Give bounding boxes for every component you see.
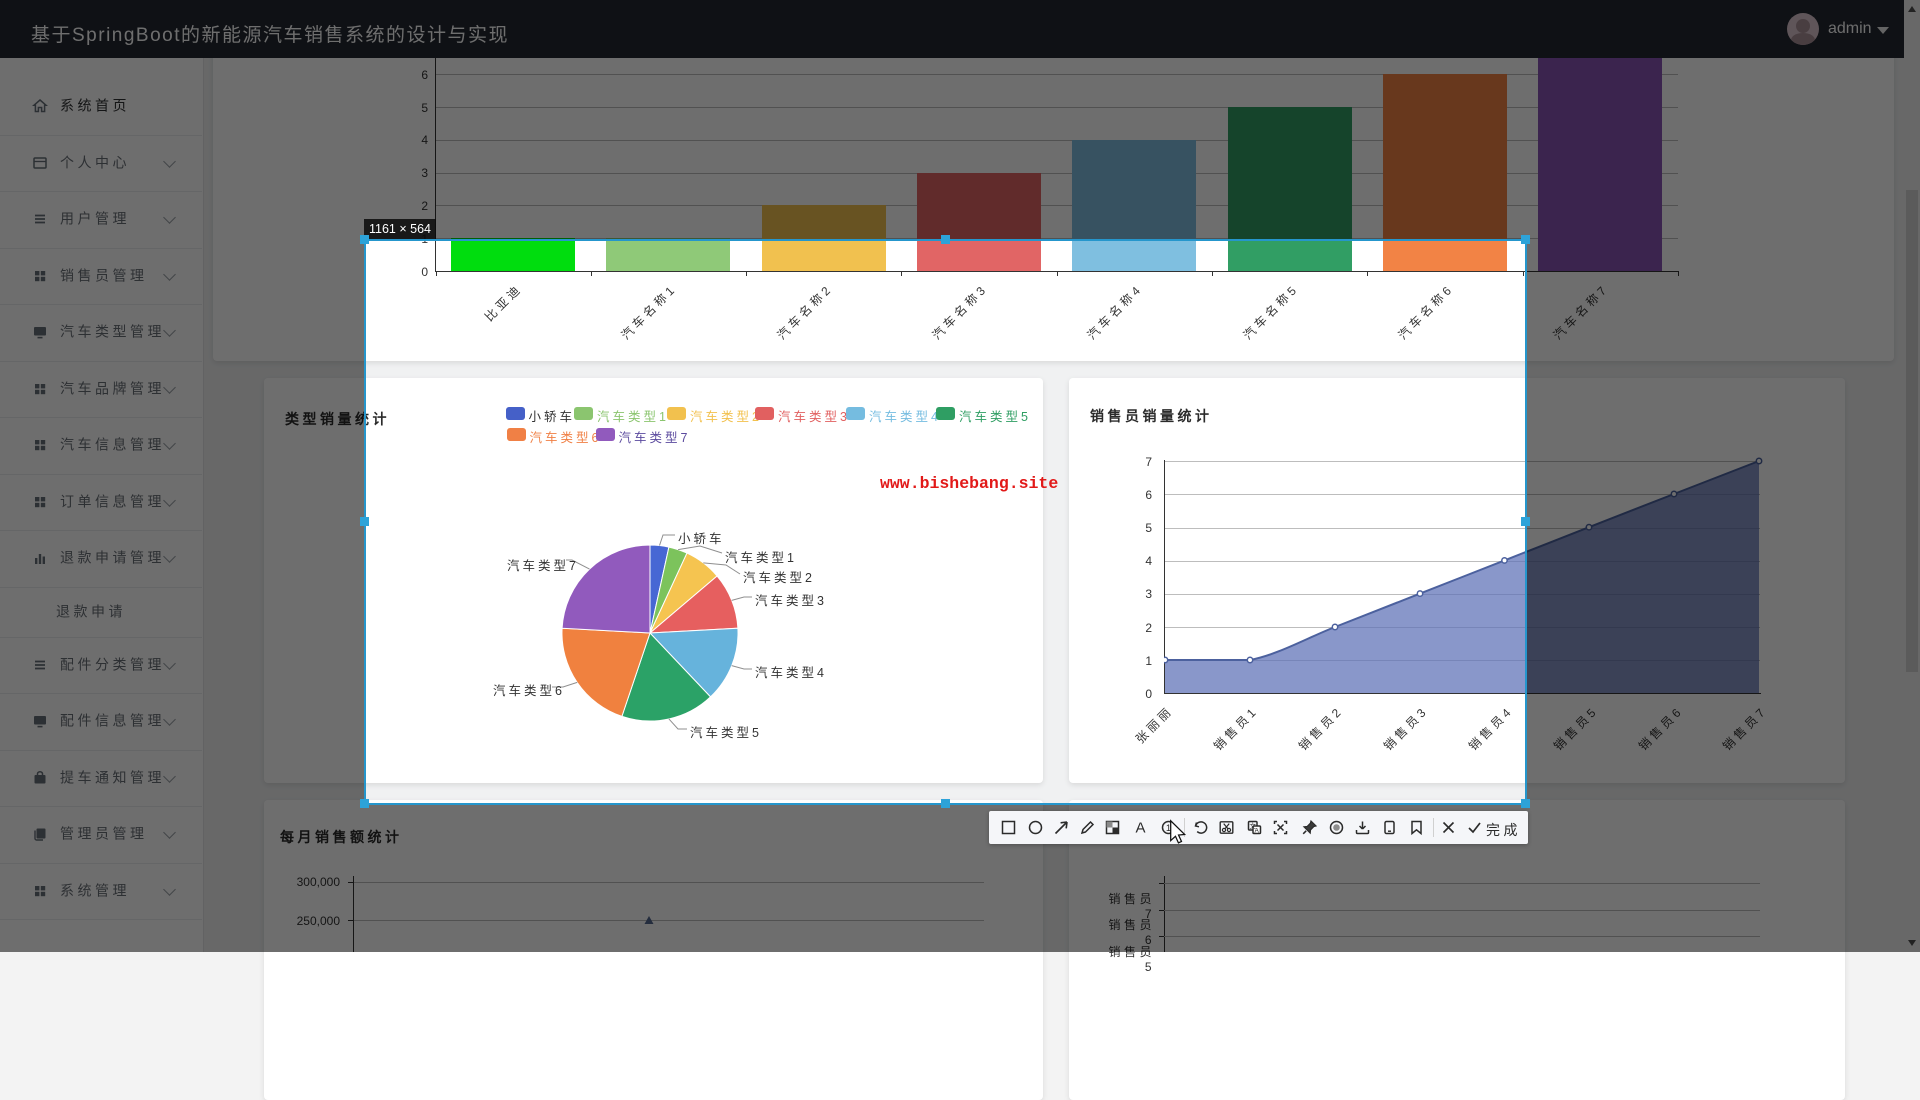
svg-text:A: A bbox=[1135, 820, 1145, 837]
svg-text:1: 1 bbox=[1165, 823, 1170, 834]
svg-text:文: 文 bbox=[1249, 821, 1256, 830]
svg-text:A: A bbox=[1254, 828, 1259, 835]
